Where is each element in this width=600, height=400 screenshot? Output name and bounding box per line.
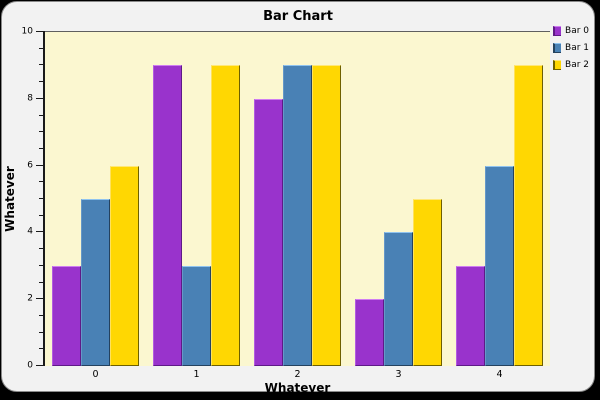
y-minor-tick bbox=[39, 264, 43, 266]
y-minor-tick bbox=[39, 214, 43, 216]
x-tick-label: 2 bbox=[294, 369, 301, 380]
y-minor-tick bbox=[39, 114, 43, 116]
y-tick-label: 4 bbox=[27, 226, 33, 237]
bar-groups bbox=[45, 32, 550, 366]
legend: Bar 0 Bar 1 Bar 2 bbox=[553, 26, 589, 70]
y-minor-tick bbox=[39, 314, 43, 316]
y-major-tick bbox=[36, 164, 43, 166]
bar-bar-2-cat-1 bbox=[211, 65, 241, 366]
bar-bar-2-cat-4 bbox=[514, 65, 544, 366]
y-tick-label: 2 bbox=[27, 293, 33, 304]
y-minor-tick bbox=[39, 348, 43, 350]
bar-bar-1-cat-4 bbox=[484, 165, 515, 366]
y-minor-tick bbox=[39, 64, 43, 66]
bar-bar-0-cat-4 bbox=[455, 265, 485, 366]
legend-label: Bar 2 bbox=[565, 59, 589, 70]
y-tick-label: 10 bbox=[21, 26, 33, 37]
bar-bar-2-cat-2 bbox=[312, 65, 342, 366]
y-minor-tick bbox=[39, 281, 43, 283]
x-axis-title: Whatever bbox=[264, 381, 331, 395]
x-tick-label: 4 bbox=[496, 369, 503, 380]
bar-group-2 bbox=[247, 32, 348, 366]
y-minor-tick bbox=[39, 248, 43, 250]
bar-group-3 bbox=[348, 32, 449, 366]
y-minor-tick bbox=[39, 181, 43, 183]
legend-label: Bar 0 bbox=[565, 25, 589, 36]
chart-title: Bar Chart bbox=[263, 9, 333, 24]
bar-bar-0-cat-0 bbox=[51, 265, 81, 366]
x-tick-label: 3 bbox=[395, 369, 402, 380]
y-major-tick bbox=[36, 97, 43, 99]
y-minor-tick bbox=[39, 331, 43, 333]
y-minor-tick bbox=[39, 47, 43, 49]
legend-label: Bar 1 bbox=[565, 42, 589, 53]
legend-item-bar-1: Bar 1 bbox=[553, 43, 589, 53]
bar-group-4 bbox=[449, 32, 550, 366]
bar-bar-2-cat-0 bbox=[110, 165, 140, 366]
x-tick-label: 1 bbox=[193, 369, 200, 380]
legend-item-bar-2: Bar 2 bbox=[553, 60, 589, 70]
x-tick-label: 0 bbox=[92, 369, 99, 380]
y-axis-line bbox=[43, 31, 45, 366]
legend-swatch-icon bbox=[553, 60, 562, 70]
bar-bar-1-cat-2 bbox=[282, 65, 313, 366]
y-minor-tick bbox=[39, 147, 43, 149]
y-major-tick bbox=[36, 231, 43, 233]
bar-bar-0-cat-1 bbox=[152, 65, 182, 366]
bar-group-0 bbox=[45, 32, 146, 366]
bar-bar-0-cat-3 bbox=[354, 299, 384, 366]
plot-area: Whatever 0 2 4 6 8 10 0 1 2 3 4 Whatever bbox=[3, 27, 550, 395]
legend-item-bar-0: Bar 0 bbox=[553, 26, 589, 36]
y-minor-tick bbox=[39, 131, 43, 133]
bar-bar-2-cat-3 bbox=[413, 199, 443, 366]
bar-bar-1-cat-3 bbox=[383, 232, 414, 366]
bar-bar-0-cat-2 bbox=[253, 98, 283, 366]
chart-window-panel: Bar Chart Whatever 0 2 4 6 8 10 0 1 2 3 4 Whateve… bbox=[1, 1, 595, 395]
y-minor-tick bbox=[39, 81, 43, 83]
x-axis-tick-labels: 0 1 2 3 4 bbox=[45, 369, 550, 380]
legend-swatch-icon bbox=[553, 43, 562, 53]
y-minor-tick bbox=[39, 198, 43, 199]
legend-swatch-icon bbox=[553, 26, 562, 36]
y-axis-title: Whatever bbox=[3, 166, 17, 232]
y-tick-label: 8 bbox=[27, 93, 33, 104]
y-major-tick bbox=[36, 298, 43, 300]
y-major-tick bbox=[36, 365, 43, 366]
y-tick-label: 6 bbox=[27, 160, 33, 171]
bar-group-1 bbox=[146, 32, 247, 366]
bar-bar-1-cat-0 bbox=[80, 199, 111, 366]
bar-bar-1-cat-1 bbox=[181, 265, 212, 366]
y-major-tick bbox=[36, 31, 43, 32]
y-tick-label: 0 bbox=[27, 360, 33, 371]
